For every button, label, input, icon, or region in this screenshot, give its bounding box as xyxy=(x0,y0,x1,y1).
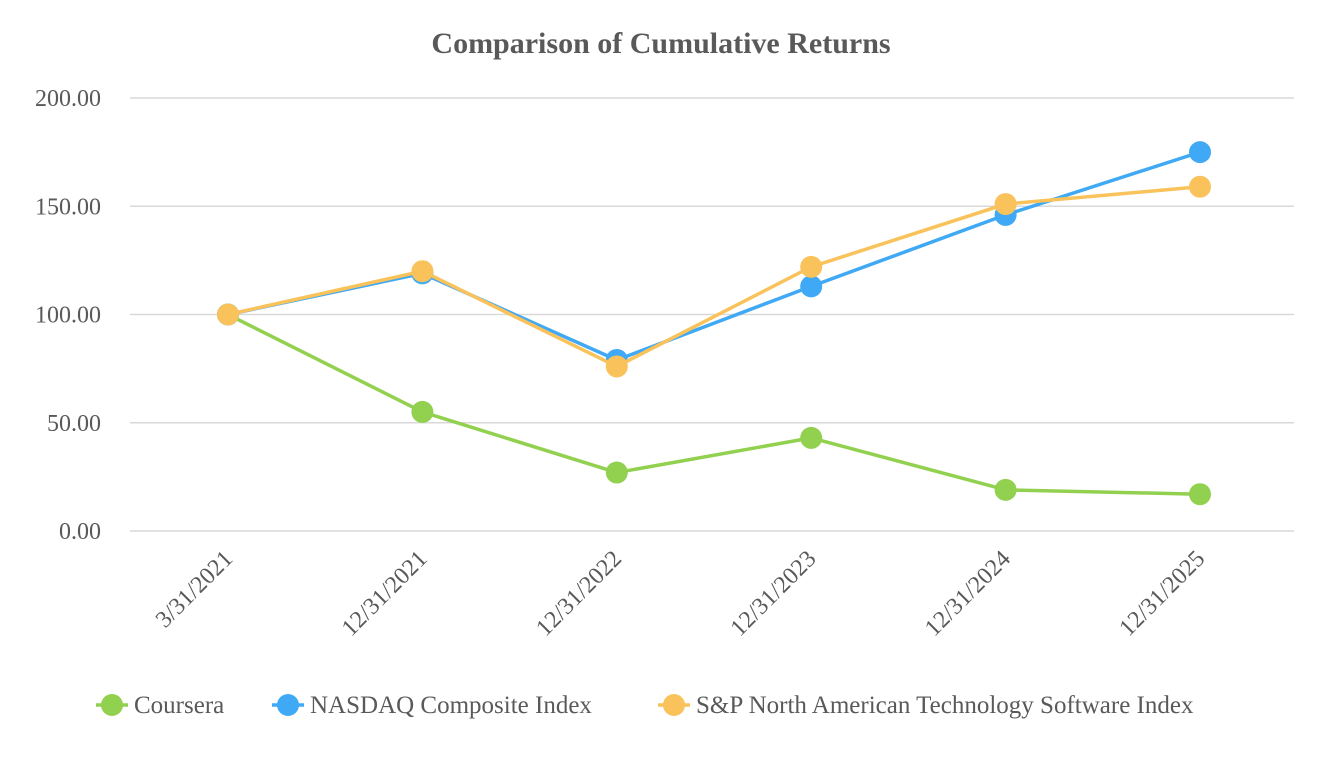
data-point xyxy=(800,426,823,449)
y-tick-label: 100.00 xyxy=(35,303,101,329)
legend-item: NASDAQ Composite Index xyxy=(272,692,592,719)
x-tick-label: 12/31/2025 xyxy=(1115,546,1211,642)
x-axis-ticks: 3/31/2021 12/31/2021 12/31/2022 12/31/2023 1… xyxy=(151,546,1210,642)
gridlines xyxy=(130,97,1294,532)
x-tick-label: 3/31/2021 xyxy=(151,546,238,633)
legend-marker xyxy=(663,694,685,716)
series-nasdaq-composite-index xyxy=(217,141,1211,371)
data-point xyxy=(800,255,823,278)
legend-label: NASDAQ Composite Index xyxy=(310,692,592,719)
legend-marker xyxy=(101,694,123,716)
x-tick-label: 12/31/2021 xyxy=(337,546,433,642)
data-point xyxy=(1189,141,1211,164)
y-tick-label: 200.00 xyxy=(35,86,101,112)
series-coursera xyxy=(217,303,1211,506)
y-axis-ticks: 0.00 50.00 100.00 150.00 200.00 xyxy=(35,86,101,545)
data-point xyxy=(1189,483,1211,506)
series-group xyxy=(217,141,1211,506)
series-line xyxy=(226,312,1202,496)
chart-title: Comparison of Cumulative Returns xyxy=(431,27,890,60)
data-point xyxy=(994,193,1017,216)
data-point xyxy=(800,275,823,298)
series-s-p-north-american-technology-software-index xyxy=(217,175,1211,378)
series-line xyxy=(226,185,1202,369)
legend-item: S&P North American Technology Software I… xyxy=(658,692,1194,719)
data-point xyxy=(217,303,239,326)
data-point xyxy=(1189,175,1211,198)
x-tick-label: 12/31/2023 xyxy=(726,546,822,642)
legend: Coursera NASDAQ Composite Index S&P North … xyxy=(96,692,1194,719)
y-tick-label: 0.00 xyxy=(59,519,101,545)
legend-item: Coursera xyxy=(96,692,224,719)
series-line xyxy=(226,150,1202,362)
data-point xyxy=(411,400,434,423)
y-tick-label: 50.00 xyxy=(47,411,101,437)
data-point xyxy=(411,260,434,283)
x-tick-label: 12/31/2024 xyxy=(920,546,1016,642)
x-tick-label: 12/31/2022 xyxy=(531,546,627,642)
legend-marker xyxy=(277,694,299,716)
legend-label: Coursera xyxy=(134,692,224,719)
legend-label: S&P North American Technology Software I… xyxy=(696,692,1194,719)
data-point xyxy=(605,461,628,484)
data-point xyxy=(605,355,628,378)
data-point xyxy=(994,478,1017,501)
y-tick-label: 150.00 xyxy=(35,194,101,220)
